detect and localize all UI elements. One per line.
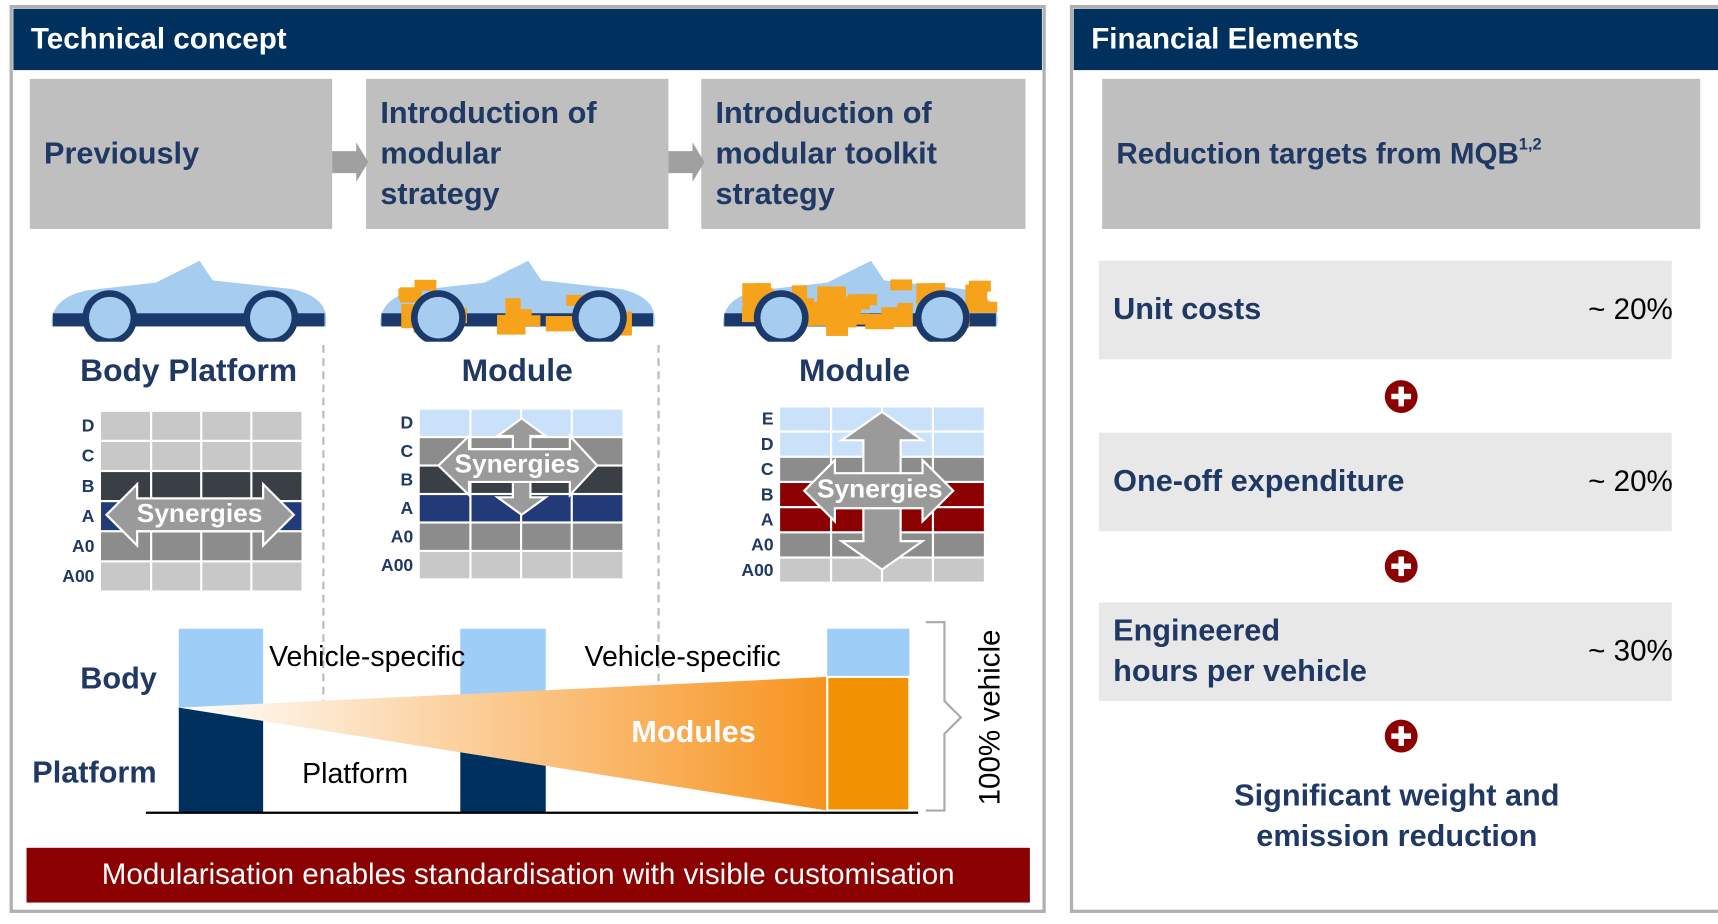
car-hub (89, 297, 131, 339)
modules-bar (827, 677, 909, 811)
item-label: hours per vehicle (1113, 654, 1367, 688)
grid-row-label: A00 (741, 560, 773, 580)
grid-row-label: D (82, 416, 95, 436)
car-bottom (375, 342, 660, 351)
right-title: Financial Elements (1091, 22, 1359, 55)
synergy-label: Synergies (817, 474, 943, 504)
stage-label: Previously (44, 137, 199, 171)
grid-row-label: A (761, 509, 774, 529)
car-hub (921, 297, 963, 339)
modules-label: Modules (631, 715, 755, 749)
row-label: Body (80, 661, 157, 695)
car-module (969, 281, 991, 292)
item-label: Engineered (1113, 614, 1280, 648)
synergy-label: Synergies (454, 448, 580, 478)
car-module (865, 314, 893, 329)
grid-row-label: A00 (381, 555, 413, 575)
item-label: Unit costs (1113, 292, 1261, 326)
grid-row-label: B (82, 476, 95, 496)
car-module (414, 280, 436, 291)
car-bottom (718, 342, 1003, 351)
item-label: One-off expenditure (1113, 464, 1404, 498)
car-module (897, 303, 912, 327)
car-hub (760, 297, 802, 339)
vehicle-specific: Vehicle-specific (585, 641, 781, 673)
bracket-label: 100% vehicle (973, 630, 1006, 806)
car-module (848, 294, 870, 309)
stage-label: modular toolkit (716, 137, 937, 171)
superscript: 1,2 (1519, 136, 1542, 154)
grid-row-label: A0 (391, 526, 414, 546)
platform-bar (179, 708, 263, 813)
slide: Technical concept Financial Elements Mod… (0, 0, 1718, 919)
grid-row-label: C (761, 459, 774, 479)
grid-row-label: A0 (72, 536, 95, 556)
synergy-label: Synergies (137, 498, 263, 528)
car-module (826, 312, 848, 336)
header-text: Reduction targets from MQB (1116, 137, 1518, 170)
row-label: Platform (32, 756, 156, 790)
grid-row-label: C (82, 446, 95, 466)
body-bar (827, 629, 909, 677)
grid-row-label: B (761, 484, 774, 504)
grid-row-label: A (401, 498, 414, 518)
item-value: ~ 30% (1588, 635, 1673, 668)
car-hub (250, 297, 292, 339)
stage-label: strategy (716, 177, 835, 211)
car-hub (418, 297, 460, 339)
reduction-header: Reduction targets from MQB1,2 (1116, 136, 1541, 170)
grid-row-label: D (401, 413, 414, 433)
stage-label: strategy (380, 177, 499, 211)
car-bottom (46, 342, 331, 351)
left-title: Technical concept (31, 22, 287, 55)
grid-row-label: A00 (62, 566, 94, 586)
car-hub (579, 297, 621, 339)
vehicle-specific: Vehicle-specific (269, 641, 465, 673)
caption: Body Platform (80, 352, 297, 388)
caption: Module (799, 352, 910, 388)
car-module (969, 302, 997, 313)
car-module (890, 279, 912, 290)
page: Technical concept Financial Elements Mod… (0, 0, 1718, 919)
grid-row-label: A0 (751, 535, 774, 555)
stage-label: Introduction of (716, 96, 933, 130)
car-module (546, 316, 574, 331)
stage-label: modular (380, 137, 501, 171)
grid-row-label: A (82, 506, 95, 526)
item-value: ~ 20% (1588, 293, 1673, 326)
platform-label: Platform (302, 758, 408, 790)
grid-row-label: C (401, 441, 414, 461)
grid-row-label: B (401, 469, 414, 489)
body-bar (179, 629, 263, 708)
grid-row-label: E (762, 409, 774, 429)
stage-label: Introduction of (380, 96, 597, 130)
conclusion: emission reduction (1256, 819, 1537, 853)
conclusion: Significant weight and (1234, 779, 1559, 813)
car-module (525, 315, 540, 326)
grid-row-label: D (761, 434, 774, 454)
footer-text: Modularisation enables standardisation w… (102, 858, 955, 891)
caption: Module (462, 352, 573, 388)
item-value: ~ 20% (1588, 465, 1673, 498)
